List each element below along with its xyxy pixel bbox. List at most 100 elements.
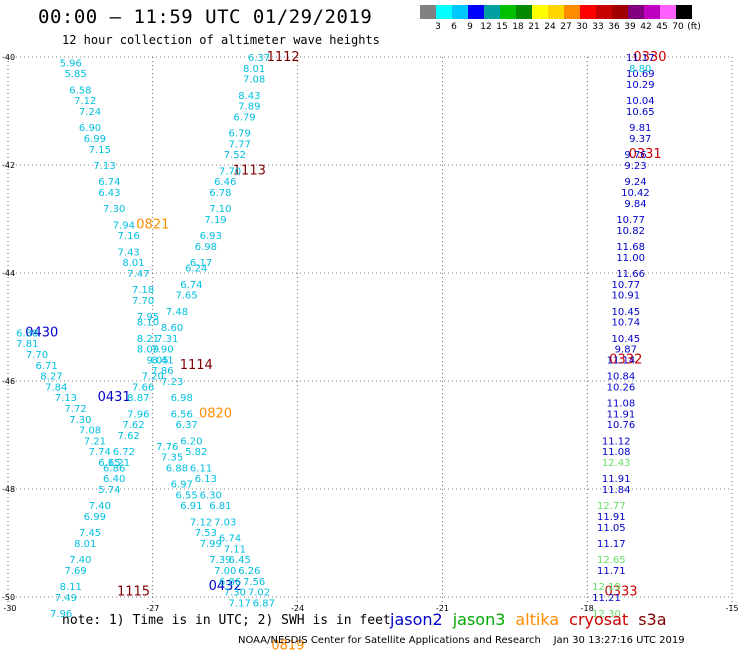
wave-height-label: 7.35 [161,453,183,464]
colorbar-swatch [500,5,516,19]
wave-height-label: 9.24 [624,177,646,188]
wave-height-label: 8.21 [137,334,159,345]
wave-height-label: 7.02 [248,588,270,599]
colorbar-label: 36 [608,22,620,32]
colorbar-swatch [580,5,596,19]
wave-height-label: 7.13 [93,161,115,172]
wave-height-label: 10.91 [611,291,640,302]
wave-height-label: 7.89 [238,102,260,113]
colorbar-label: 33 [592,22,604,32]
wave-height-label: 7.47 [127,269,149,280]
wave-height-label: 7.00 [214,566,236,577]
wave-height-label: 8.27 [40,372,62,383]
colorbar-swatch [676,5,692,19]
wave-height-label: 7.53 [195,528,217,539]
wave-height-label: 7.18 [132,285,154,296]
legend-entry: altika [515,610,560,629]
wave-height-label: 6.21 [108,458,130,469]
wave-height-label: 6.26 [238,566,260,577]
wave-height-label: 10.04 [626,96,655,107]
chart-title: 00:00 — 11:59 UTC 01/29/2019 [38,6,373,28]
wave-height-label: 9.81 [629,123,651,134]
wave-height-label: 10.42 [621,188,650,199]
wave-height-label: 11.17 [597,539,626,550]
wave-height-label: 7.76 [156,442,178,453]
legend-entry: jason2 [390,610,443,629]
x-tick-label: -18 [581,604,594,613]
wave-height-label: 7.43 [118,247,140,258]
colorbar-label: 45 [656,22,668,32]
wave-height-label: 6.88 [166,463,188,474]
wave-height-label: 8.01 [74,539,96,550]
wave-height-label: 7.52 [224,150,246,161]
chart-subtitle: 12 hour collection of altimeter wave hei… [62,33,380,47]
wave-height-label: 6.71 [35,361,57,372]
wave-height-label: 7.10 [209,204,231,215]
wave-height-label: 9.05 [146,355,168,366]
pass-time-label: 0331 [629,147,662,162]
wave-height-label: 7.08 [79,426,101,437]
wave-height-label: 7.19 [204,215,226,226]
wave-height-label: 10.76 [607,420,636,431]
wave-height-label: 6.86 [219,577,241,588]
colorbar-swatch [564,5,580,19]
wave-height-label: 6.74 [98,177,120,188]
wave-height-label: 11.71 [597,566,626,577]
wave-height-label: 11.68 [616,242,645,253]
wave-height-label: 7.30 [69,415,91,426]
colorbar-label: 24 [544,22,556,32]
y-tick-label: -42 [2,161,15,170]
colorbar-swatch [628,5,644,19]
colorbar-swatch [660,5,676,19]
wave-height-label: 7.40 [89,501,111,512]
wave-height-label: 10.69 [626,69,655,80]
wave-height-label: 9.37 [629,134,651,145]
wave-height-label: 8.10 [137,318,159,329]
colorbar-label: 12 [480,22,492,32]
wave-height-label: 11.08 [602,447,631,458]
wave-height-label: 11.05 [597,523,626,534]
pass-time-label: 0333 [604,585,637,600]
wave-height-label: 6.90 [79,123,101,134]
wave-height-label: 12.77 [597,501,626,512]
wave-height-label: 7.81 [16,339,38,350]
wave-height-label: 10.77 [616,215,645,226]
wave-height-label: 12.30 [592,609,621,620]
wave-height-label: 10.29 [626,80,655,91]
wave-height-label: 6.11 [190,463,212,474]
wave-height-label: 7.40 [69,555,91,566]
wave-height-label: 7.15 [89,145,111,156]
wave-height-label: 6.17 [190,258,212,269]
wave-height-label: 10.82 [616,226,645,237]
wave-height-label: 6.56 [171,409,193,420]
pass-time-label: 0330 [633,50,666,65]
wave-height-label: 10.26 [607,382,636,393]
wave-height-label: 9.84 [624,199,646,210]
pass-time-label: 0431 [98,390,131,405]
colorbar-swatch [436,5,452,19]
colorbar-label: 15 [496,22,508,32]
pass-time-label: 0819 [271,639,304,650]
wave-height-label: 7.11 [224,544,246,555]
pass-time-label: 1114 [180,358,213,373]
x-tick-label: -21 [436,604,449,613]
y-tick-label: -46 [2,377,15,386]
pass-time-label: 1112 [267,50,300,65]
wave-height-label: 7.20 [142,372,164,383]
footer-credit: NOAA/NESDIS Center for Satellite Applica… [238,635,685,646]
wave-height-label: 6.24 [185,264,207,275]
wave-height-label: 6.74 [180,280,202,291]
wave-height-label: 7.62 [118,431,140,442]
wave-height-label: 8.87 [127,393,149,404]
wave-height-label: 6.72 [113,447,135,458]
wave-height-label: 12.65 [597,555,626,566]
wave-height-label: 6.99 [84,512,106,523]
wave-height-label: 7.30 [224,588,246,599]
pass-time-label: 0821 [136,217,169,232]
wave-height-label: 9.87 [615,345,637,356]
wave-height-label: 11.91 [607,409,636,420]
wave-height-label: 7.30 [103,204,125,215]
y-tick-label: -44 [2,269,15,278]
wave-height-label: 7.70 [26,350,48,361]
wave-height-label: 6.20 [180,436,202,447]
